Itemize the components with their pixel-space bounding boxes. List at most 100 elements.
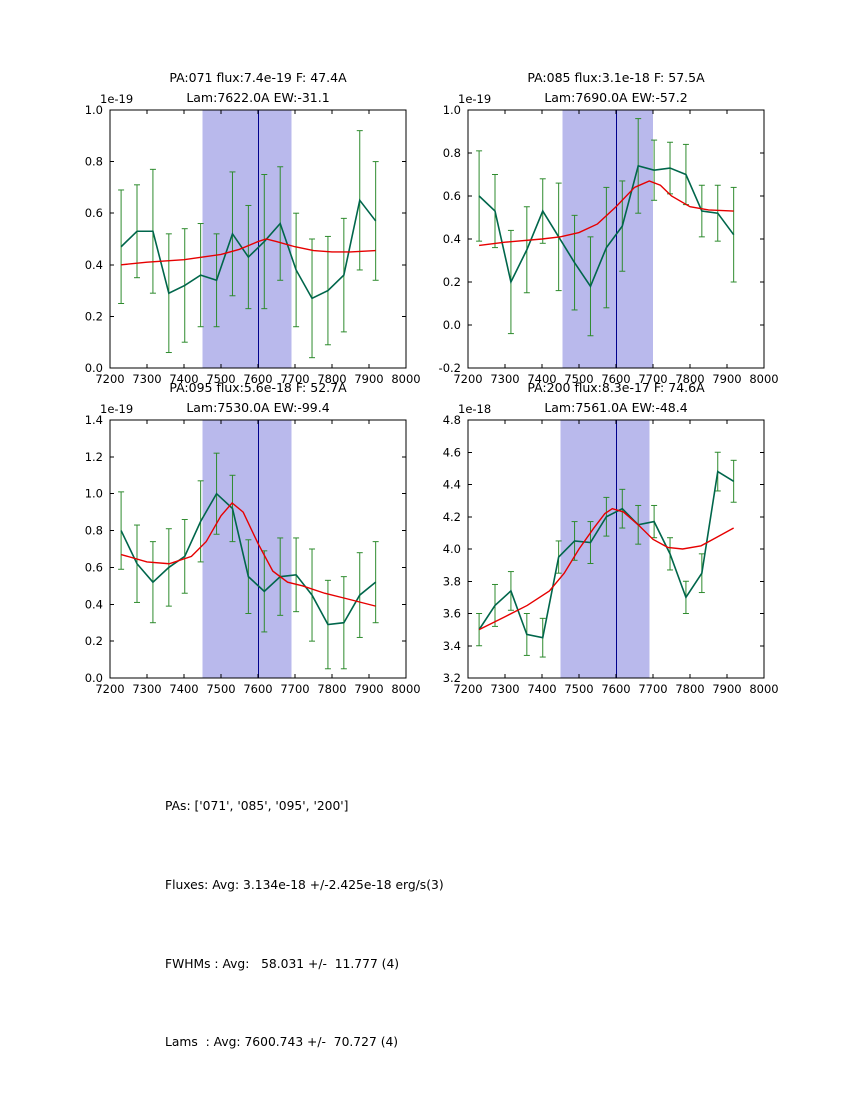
- x-tick-label: 7700: [280, 682, 309, 696]
- y-tick-label: 0.0: [443, 318, 461, 332]
- data-line: [478, 164, 735, 288]
- highlight-band: [560, 420, 650, 678]
- x-tick-label: 7900: [354, 682, 383, 696]
- y-tick-label: 0.8: [443, 146, 461, 160]
- summary-line-lams: Lams : Avg: 7600.743 +/- 70.727 (4): [165, 1035, 399, 1050]
- x-tick-label: 7700: [638, 682, 667, 696]
- y-tick-label: 4.8: [443, 413, 461, 427]
- x-tick-label: 7600: [243, 682, 272, 696]
- subplot-pa200: 7200 7300 7400 7500 7600 7700 7800 7900 8000 3.2 3…: [443, 380, 779, 696]
- y-tick-label: 0.8: [85, 524, 103, 538]
- y-axis-offset-label: 1e-19: [100, 92, 133, 106]
- x-tick-label: 7300: [490, 372, 519, 386]
- y-tick-label: 1.0: [85, 487, 103, 501]
- x-tick-label: 8000: [749, 372, 778, 386]
- y-tick-label: 0.0: [85, 361, 103, 375]
- x-tick-label: 7700: [638, 372, 667, 386]
- x-tick-label: 8000: [391, 372, 420, 386]
- y-tick-label: 0.2: [85, 634, 103, 648]
- plot-title-line1: PA:200 flux:8.3e-17 F: 74.6A: [527, 380, 705, 395]
- plot-title-line2: Lam:7690.0A EW:-57.2: [544, 90, 687, 105]
- subplot-pa085: 7200 7300 7400 7500 7600 7700 7800 7900 8000 -0.2…: [439, 70, 779, 386]
- y-tick-label: 0.6: [443, 189, 461, 203]
- y-tick-label: 0.8: [85, 155, 103, 169]
- x-tick-label: 7500: [564, 682, 593, 696]
- y-axis-offset-label: 1e-19: [100, 402, 133, 416]
- plot-title-line1: PA:071 flux:7.4e-19 F: 47.4A: [169, 70, 347, 85]
- summary-line-fwhms: FWHMs : Avg: 58.031 +/- 11.777 (4): [165, 956, 400, 971]
- plot-title-line1: PA:085 flux:3.1e-18 F: 57.5A: [527, 70, 705, 85]
- x-tick-label: 8000: [749, 682, 778, 696]
- y-tick-label: 0.2: [85, 309, 103, 323]
- summary-block: PAs: ['071', '085', '095', '200'] Fluxes…: [165, 741, 444, 1100]
- y-axis-offset-label: 1e-18: [458, 402, 491, 416]
- fit-line: [478, 507, 734, 631]
- x-tick-label: 7200: [453, 372, 482, 386]
- x-tick-label: 7200: [95, 372, 124, 386]
- data-line: [120, 492, 377, 626]
- y-tick-label: 1.0: [85, 103, 103, 117]
- plot-title-line2: Lam:7530.0A EW:-99.4: [186, 400, 329, 415]
- y-tick-label: 0.6: [85, 560, 103, 574]
- x-tick-label: 7300: [132, 372, 161, 386]
- y-tick-label: 3.8: [443, 574, 461, 588]
- x-tick-label: 7500: [206, 682, 235, 696]
- x-tick-label: 7300: [132, 682, 161, 696]
- x-tick-label: 7800: [317, 372, 346, 386]
- summary-line-fluxes: Fluxes: Avg: 3.134e-18 +/-2.425e-18 erg/…: [165, 878, 444, 893]
- x-tick-label: 7400: [169, 372, 198, 386]
- x-tick-label: 7900: [712, 372, 741, 386]
- summary-line-pas: PAs: ['071', '085', '095', '200']: [165, 799, 349, 814]
- x-tick-label: 7900: [354, 372, 383, 386]
- x-tick-label: 7900: [712, 682, 741, 696]
- x-tick-label: 7600: [601, 682, 630, 696]
- y-tick-label: -0.2: [439, 361, 461, 375]
- y-tick-label: 0.2: [443, 275, 461, 289]
- y-tick-label: 0.0: [85, 671, 103, 685]
- fit-line: [121, 238, 376, 266]
- x-tick-label: 7400: [527, 682, 556, 696]
- x-tick-label: 7500: [564, 372, 593, 386]
- subplot-pa095: 7200 7300 7400 7500 7600 7700 7800 7900 8000 0.0 0…: [85, 380, 421, 696]
- y-tick-label: 4.2: [443, 510, 461, 524]
- x-tick-label: 7300: [490, 682, 519, 696]
- data-line: [478, 470, 735, 639]
- x-tick-label: 7800: [675, 372, 704, 386]
- y-tick-label: 0.4: [85, 258, 103, 272]
- x-tick-label: 8000: [391, 682, 420, 696]
- plot-title-line1: PA:095 flux:5.6e-18 F: 52.7A: [169, 380, 347, 395]
- y-tick-label: 1.0: [443, 103, 461, 117]
- x-tick-label: 7800: [317, 682, 346, 696]
- x-tick-label: 7800: [675, 682, 704, 696]
- y-tick-label: 4.0: [443, 542, 461, 556]
- subplot-pa071: 7200 7300 7400 7500 7600 7700 7800 7900 8000 0.0 0…: [85, 70, 421, 386]
- y-tick-label: 3.6: [443, 607, 461, 621]
- y-tick-label: 0.4: [85, 597, 103, 611]
- y-axis-offset-label: 1e-19: [458, 92, 491, 106]
- highlight-band: [202, 420, 292, 678]
- y-tick-label: 0.6: [85, 206, 103, 220]
- plot-title-line2: Lam:7561.0A EW:-48.4: [544, 400, 687, 415]
- x-tick-label: 7200: [95, 682, 124, 696]
- y-tick-label: 1.4: [85, 413, 103, 427]
- x-tick-label: 7200: [453, 682, 482, 696]
- x-tick-label: 7600: [243, 372, 272, 386]
- y-tick-label: 3.2: [443, 671, 461, 685]
- x-tick-label: 7600: [601, 372, 630, 386]
- highlight-band: [562, 110, 653, 368]
- y-tick-label: 1.2: [85, 450, 103, 464]
- plot-title-line2: Lam:7622.0A EW:-31.1: [186, 90, 329, 105]
- x-tick-label: 7400: [169, 682, 198, 696]
- x-tick-label: 7400: [527, 372, 556, 386]
- y-tick-label: 0.4: [443, 232, 461, 246]
- highlight-band: [202, 110, 292, 368]
- x-tick-label: 7700: [280, 372, 309, 386]
- y-tick-label: 4.4: [443, 478, 461, 492]
- y-tick-label: 3.4: [443, 639, 461, 653]
- fit-line: [479, 180, 734, 247]
- x-tick-label: 7500: [206, 372, 235, 386]
- y-tick-label: 4.6: [443, 445, 461, 459]
- fit-line: [120, 501, 376, 607]
- data-line: [120, 198, 377, 300]
